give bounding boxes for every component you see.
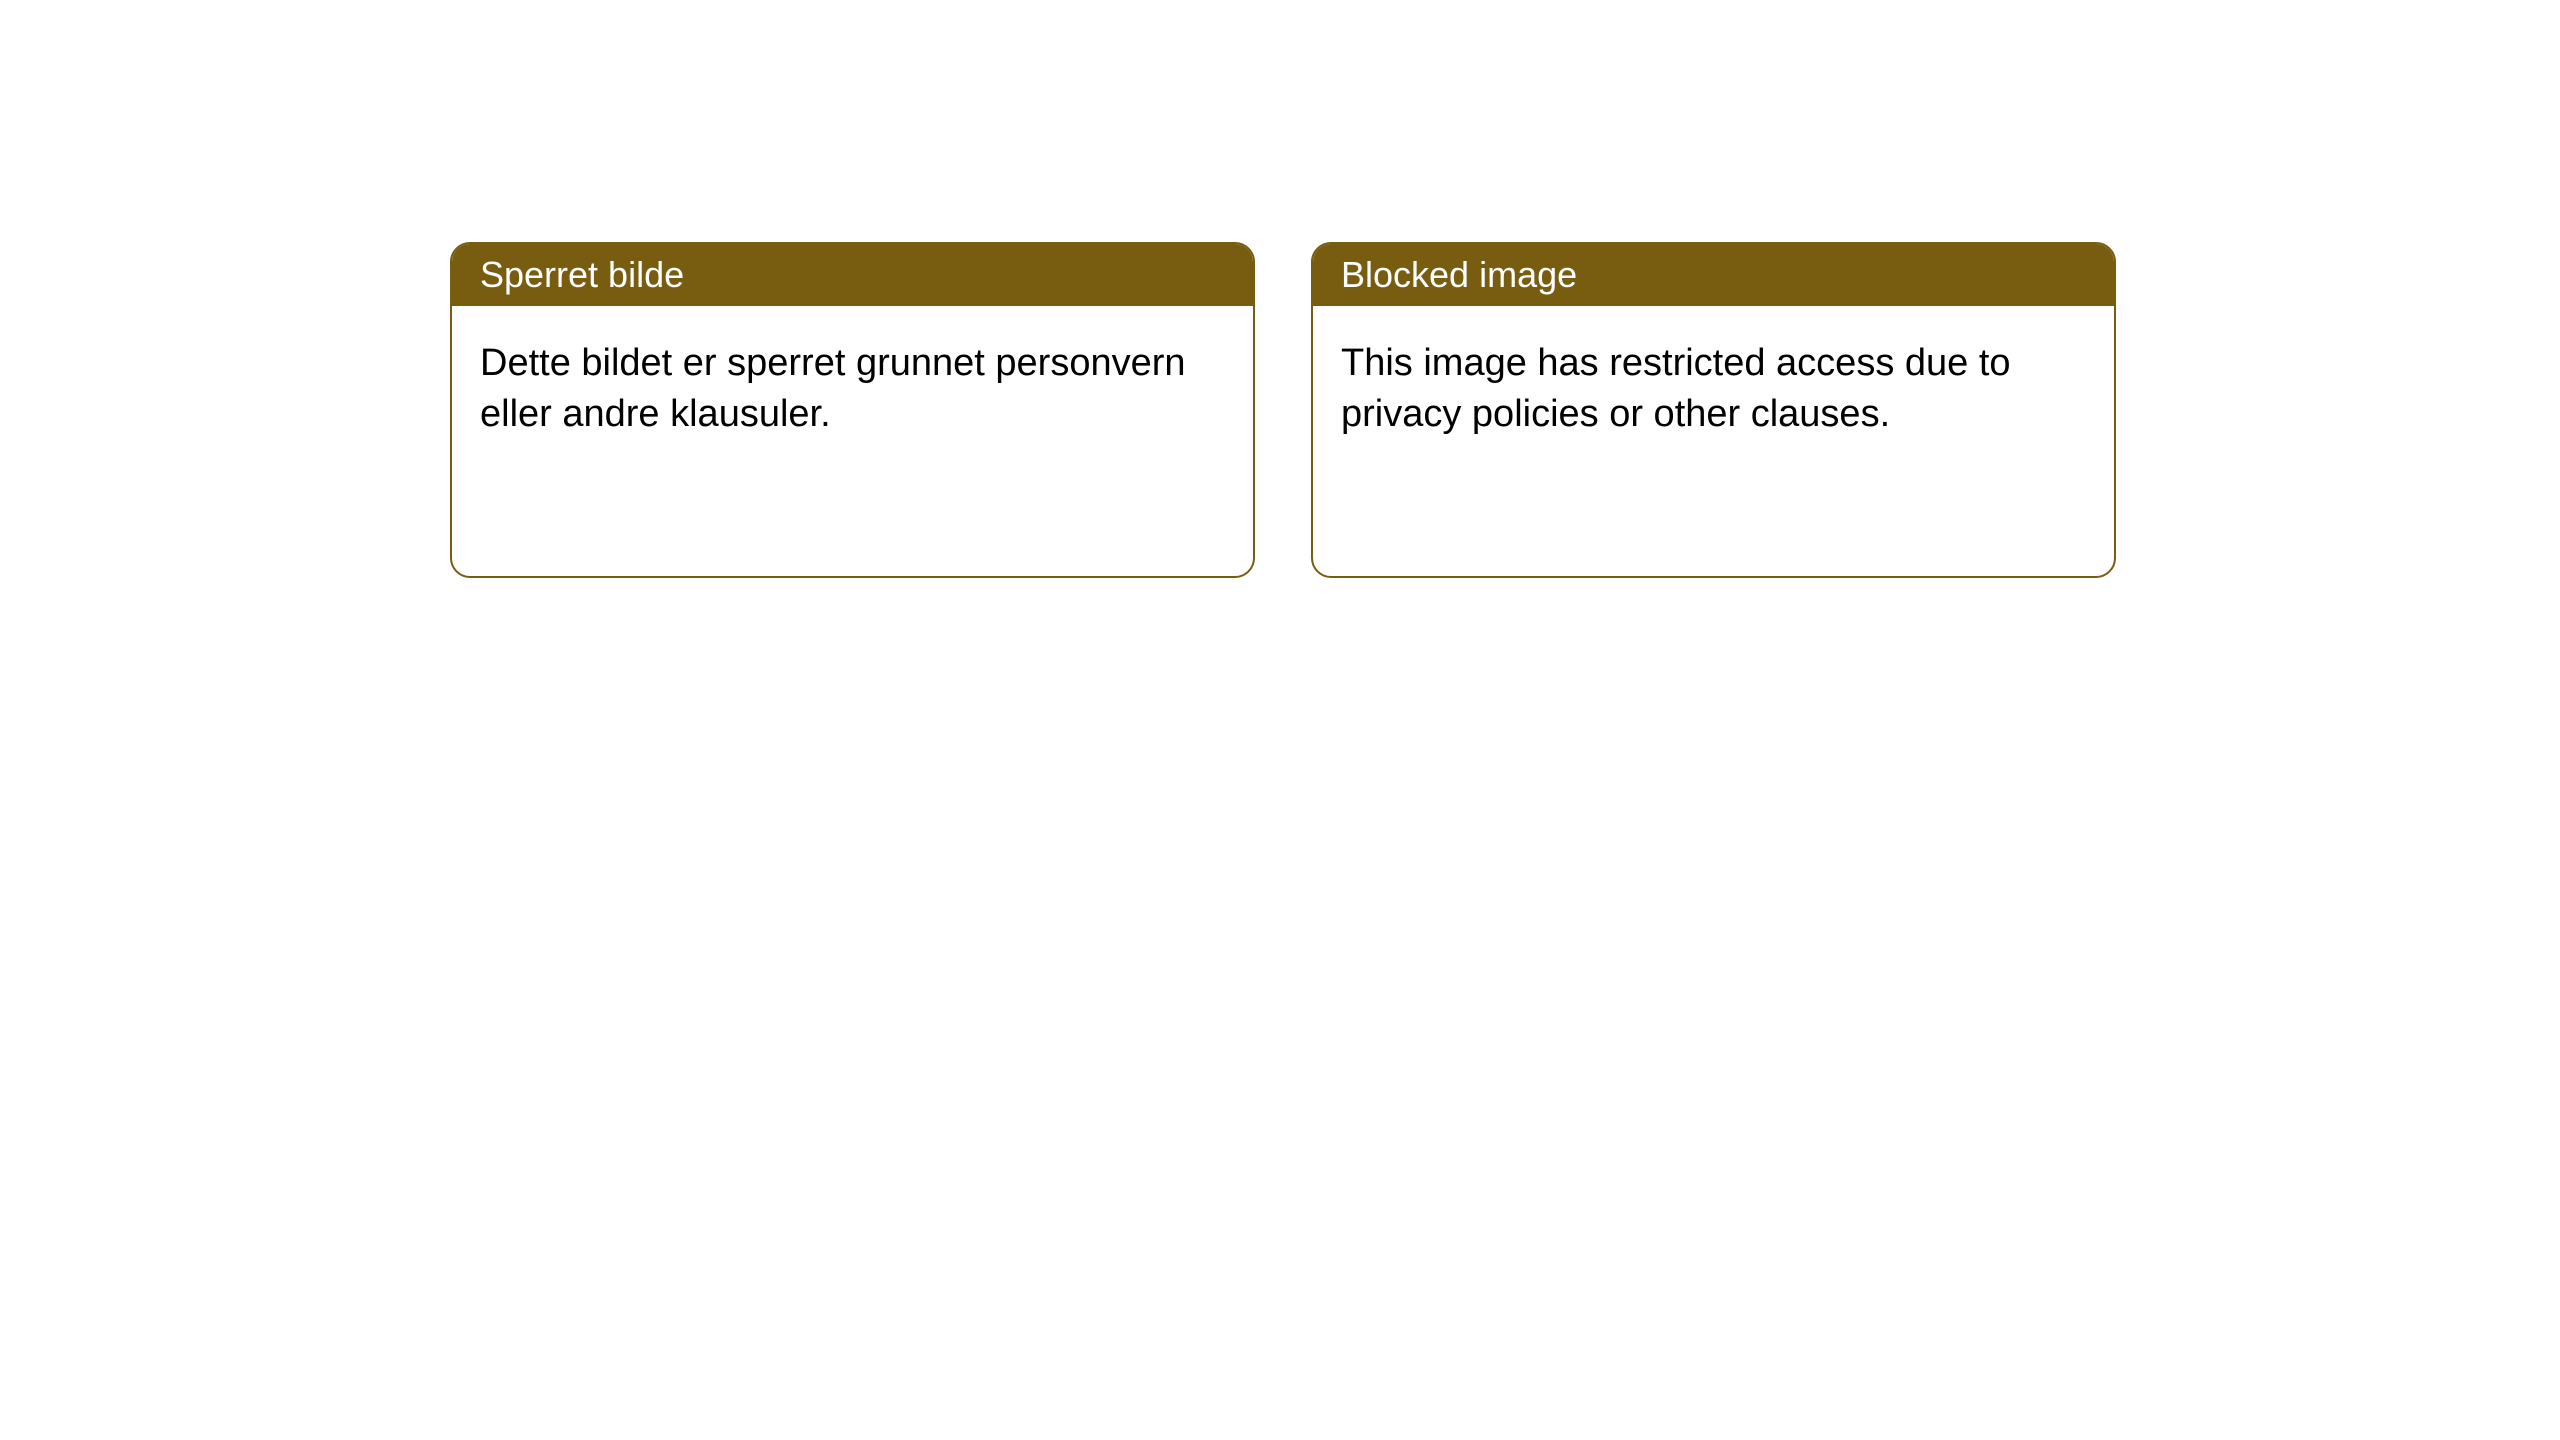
notice-body: Dette bildet er sperret grunnet personve… — [452, 306, 1253, 576]
notice-header: Sperret bilde — [452, 244, 1253, 306]
notice-card-norwegian: Sperret bilde Dette bildet er sperret gr… — [450, 242, 1255, 578]
notice-body: This image has restricted access due to … — [1313, 306, 2114, 576]
notice-title: Sperret bilde — [480, 254, 684, 295]
notice-header: Blocked image — [1313, 244, 2114, 306]
notice-card-english: Blocked image This image has restricted … — [1311, 242, 2116, 578]
notice-container: Sperret bilde Dette bildet er sperret gr… — [450, 242, 2116, 578]
notice-title: Blocked image — [1341, 254, 1577, 295]
notice-text: This image has restricted access due to … — [1341, 342, 2011, 435]
notice-text: Dette bildet er sperret grunnet personve… — [480, 342, 1186, 435]
